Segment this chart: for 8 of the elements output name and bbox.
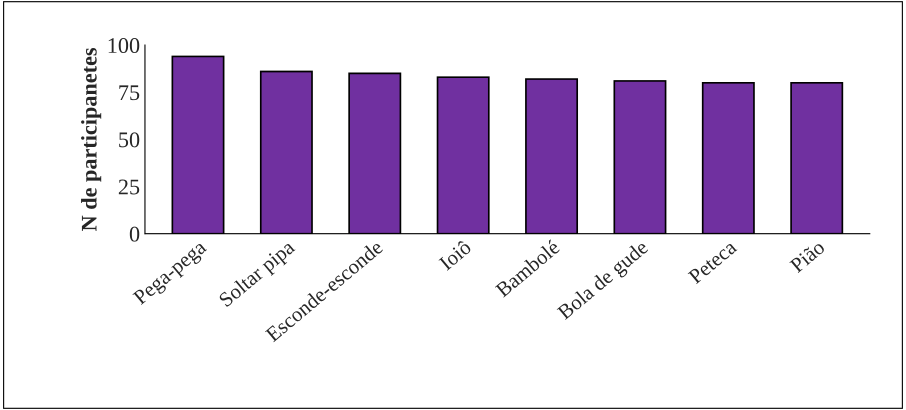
x-tick-label: Ioiô xyxy=(438,239,472,271)
y-tick-label: 50 xyxy=(119,132,140,148)
y-tick-label: 75 xyxy=(119,85,140,100)
y-axis-title: N de participanetes xyxy=(81,48,102,231)
y-tick-label: 100 xyxy=(108,38,140,54)
x-tick-label: Pião xyxy=(789,239,826,274)
y-tick-label: 25 xyxy=(118,180,140,194)
y-tick-label: 0 xyxy=(130,226,140,242)
